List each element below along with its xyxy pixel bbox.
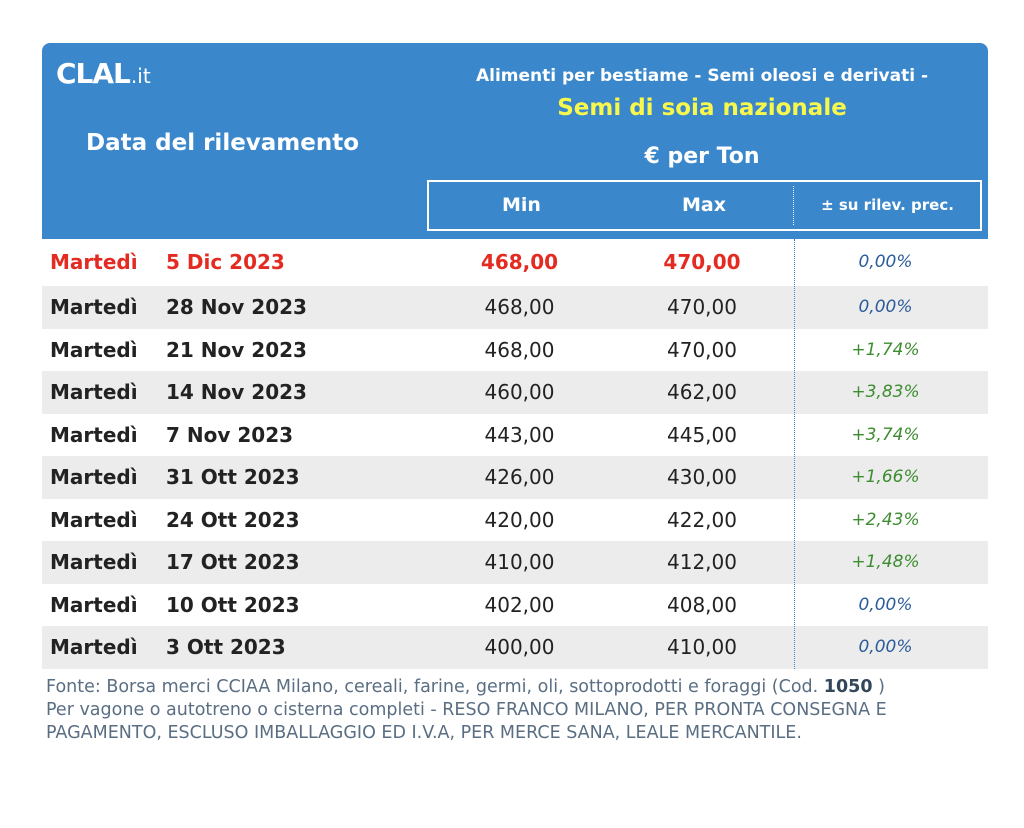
row-max-price: 412,00 [667, 550, 737, 574]
table-row: Martedì 21 Nov 2023 468,00 470,00 +1,74% [42, 329, 988, 372]
row-variation: +3,83% [851, 382, 920, 402]
row-day: Martedì [50, 380, 138, 404]
variation-column-header: ± su rilev. prec. [821, 196, 954, 214]
row-max-price: 470,00 [667, 295, 737, 319]
row-min-price: 410,00 [484, 550, 555, 574]
terms-note: Per vagone o autotreno o cisterna comple… [46, 700, 887, 743]
row-max-price: 408,00 [667, 592, 737, 617]
product-title: Semi di soia nazionale [557, 95, 847, 121]
row-max-price: 462,00 [667, 380, 737, 404]
row-date: 14 Nov 2023 [166, 380, 307, 404]
table-row: Martedì 10 Ott 2023 402,00 408,00 0,00% [42, 584, 988, 627]
row-max-price: 470,00 [667, 337, 737, 362]
source-code: 1050 [823, 677, 873, 697]
category-title: Alimenti per bestiame - Semi oleosi e de… [475, 66, 929, 86]
clal-logo[interactable]: CLAL.it [56, 59, 151, 91]
source-note: Fonte: Borsa merci CCIAA Milano, cereali… [46, 676, 976, 699]
row-variation: 0,00% [858, 297, 913, 317]
row-date: 21 Nov 2023 [166, 337, 307, 362]
table-row: Martedì 7 Nov 2023 443,00 445,00 +3,74% [42, 414, 988, 457]
table-row: Martedì 24 Ott 2023 420,00 422,00 +2,43% [42, 499, 988, 542]
row-max-price: 445,00 [667, 422, 737, 447]
table-body: Martedì 5 Dic 2023 468,00 470,00 0,00% Marted… [42, 239, 988, 669]
row-max-price: 410,00 [667, 635, 737, 659]
date-column-header: Data del rilevamento [86, 130, 360, 156]
logo-tld: .it [130, 64, 151, 88]
table-row: Martedì 28 Nov 2023 468,00 470,00 0,00% [42, 286, 988, 329]
row-day: Martedì [50, 250, 138, 274]
row-min-price: 468,00 [484, 337, 555, 362]
row-variation: +2,43% [851, 509, 920, 530]
row-day: Martedì [50, 295, 138, 319]
row-day: Martedì [50, 337, 138, 362]
row-variation: 0,00% [858, 637, 913, 657]
row-date: 3 Ott 2023 [166, 635, 286, 659]
row-min-price: 460,00 [484, 380, 555, 404]
row-date: 10 Ott 2023 [166, 592, 300, 617]
row-variation: +1,48% [851, 552, 920, 572]
row-max-price: 422,00 [667, 507, 737, 532]
table-header: CLAL.it Data del rilevamento Alimenti pe… [42, 43, 988, 239]
row-date: 17 Ott 2023 [166, 550, 300, 574]
row-date: 31 Ott 2023 [166, 465, 300, 489]
price-table-card: CLAL.it Data del rilevamento Alimenti pe… [42, 43, 988, 669]
row-date: 28 Nov 2023 [166, 295, 307, 319]
min-column-header: Min [502, 194, 541, 216]
row-day: Martedì [50, 465, 138, 489]
row-date: 24 Ott 2023 [166, 507, 300, 532]
row-day: Martedì [50, 635, 138, 659]
row-day: Martedì [50, 592, 138, 617]
row-min-price: 468,00 [484, 295, 555, 319]
table-row-current: Martedì 5 Dic 2023 468,00 470,00 0,00% [42, 239, 988, 286]
row-day: Martedì [50, 507, 138, 532]
logo-text: CLAL [56, 57, 131, 90]
unit-label: € per Ton [644, 144, 760, 169]
row-min-price: 426,00 [484, 465, 555, 489]
row-date: 5 Dic 2023 [166, 250, 285, 274]
row-date: 7 Nov 2023 [166, 422, 294, 447]
row-variation: +3,74% [851, 424, 920, 445]
row-max-price: 430,00 [667, 465, 737, 489]
source-suffix: ) [872, 677, 885, 697]
table-row: Martedì 14 Nov 2023 460,00 462,00 +3,83% [42, 371, 988, 414]
price-subheader: Min Max ± su rilev. prec. [427, 180, 982, 231]
source-text: Fonte: Borsa merci CCIAA Milano, cereali… [46, 677, 819, 697]
row-min-price: 420,00 [484, 507, 555, 532]
row-variation: 0,00% [858, 252, 913, 272]
row-max-price: 470,00 [663, 250, 741, 274]
row-min-price: 402,00 [484, 592, 555, 617]
table-row: Martedì 31 Ott 2023 426,00 430,00 +1,66% [42, 456, 988, 499]
row-min-price: 468,00 [480, 250, 559, 274]
table-row: Martedì 17 Ott 2023 410,00 412,00 +1,48% [42, 541, 988, 584]
table-row: Martedì 3 Ott 2023 400,00 410,00 0,00% [42, 626, 988, 669]
table-footer: Fonte: Borsa merci CCIAA Milano, cereali… [46, 676, 976, 745]
row-min-price: 443,00 [484, 422, 555, 447]
row-variation: +1,74% [851, 339, 920, 360]
row-variation: 0,00% [858, 594, 913, 615]
subheader-divider [793, 186, 794, 225]
variation-divider [794, 239, 795, 669]
row-min-price: 400,00 [484, 635, 555, 659]
max-column-header: Max [682, 194, 726, 216]
row-day: Martedì [50, 550, 138, 574]
row-variation: +1,66% [851, 467, 920, 487]
row-day: Martedì [50, 422, 138, 447]
